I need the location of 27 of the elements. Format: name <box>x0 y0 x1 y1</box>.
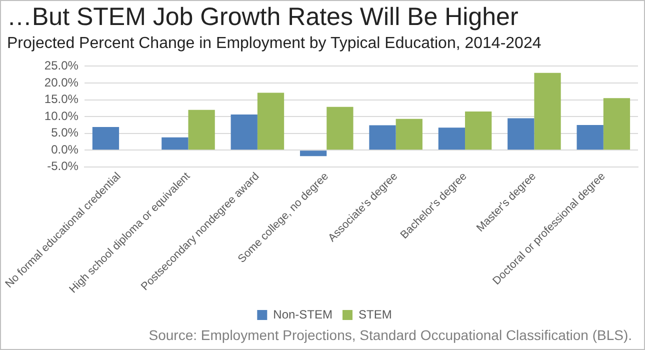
chart-subtitle: Projected Percent Change in Employment by Typical Education, 2014-2024 <box>7 35 542 53</box>
y-tick-label: 0.0% <box>51 142 79 156</box>
bar <box>534 72 561 150</box>
bar <box>326 106 354 150</box>
bar <box>92 126 120 150</box>
bar <box>300 150 327 156</box>
y-tick-label: 25.0% <box>44 58 79 73</box>
bar <box>257 92 284 150</box>
bar <box>369 125 396 150</box>
y-tick-label: 15.0% <box>44 92 79 106</box>
y-tick-label: -5.0% <box>47 159 79 174</box>
bar <box>396 118 422 150</box>
bar <box>438 128 466 150</box>
legend-label: Non-STEM <box>273 307 333 322</box>
source-note: Source: Employment Projections, Standard Occupational Classification (BLS). <box>148 327 632 343</box>
bar <box>162 137 188 150</box>
legend-label: STEM <box>358 307 392 322</box>
bar <box>508 118 534 150</box>
y-tick-label: 10.0% <box>44 108 79 123</box>
bar <box>230 114 258 150</box>
bar <box>576 124 604 150</box>
bar <box>465 112 492 150</box>
y-tick-label: 20.0% <box>44 75 79 90</box>
y-tick-label: 5.0% <box>51 126 79 140</box>
bar <box>603 98 630 150</box>
bar <box>188 110 215 150</box>
chart-title: …But STEM Job Growth Rates Will Be Higher <box>7 3 518 32</box>
